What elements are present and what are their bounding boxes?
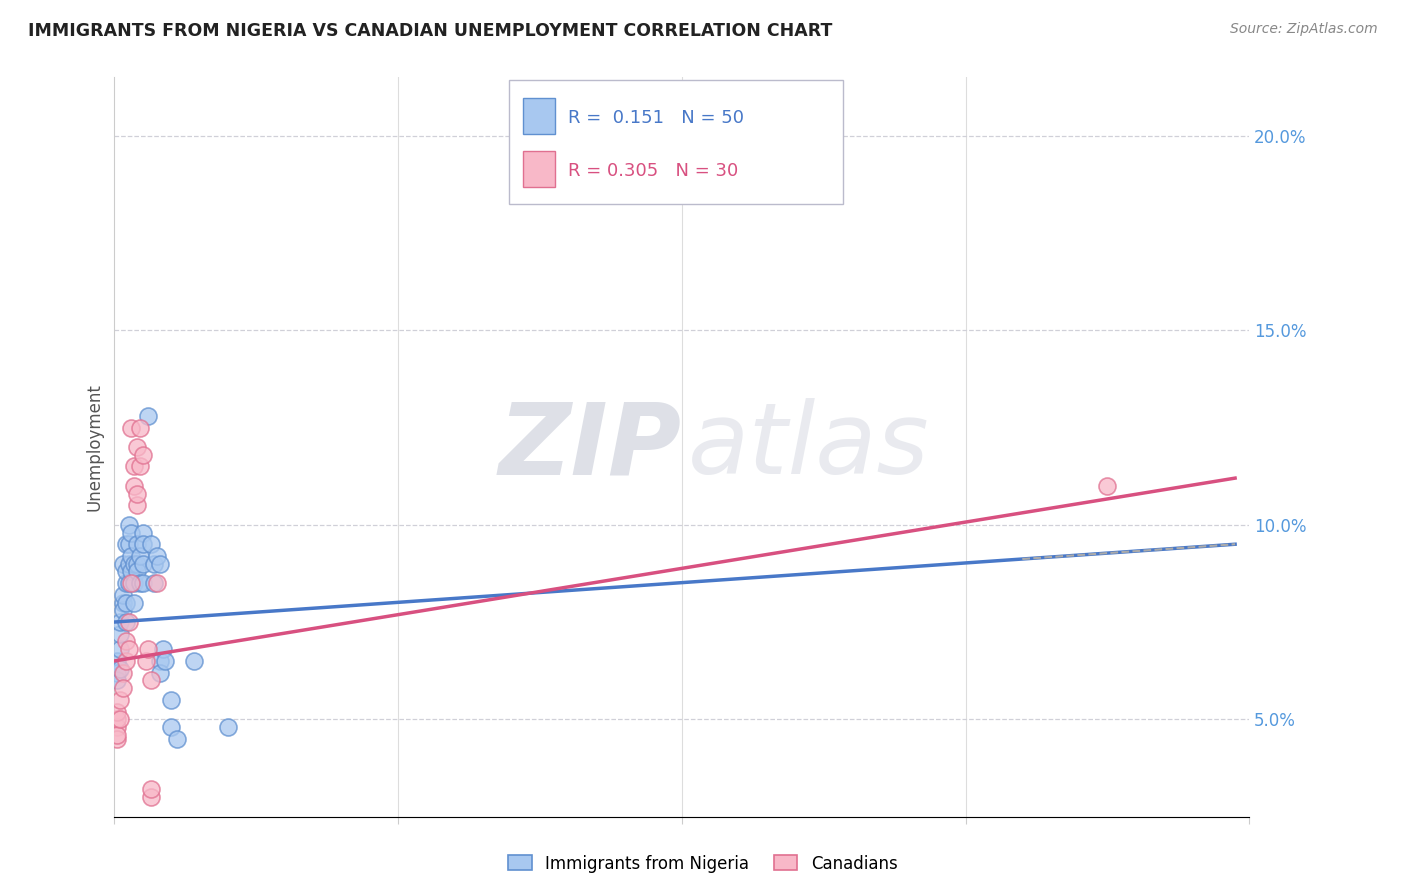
Point — [132, 537, 155, 551]
Point — [120, 565, 142, 579]
Point — [117, 576, 139, 591]
Point — [117, 557, 139, 571]
Point — [141, 782, 163, 797]
Point — [120, 420, 142, 434]
Point — [132, 557, 155, 571]
Point — [149, 654, 172, 668]
Point — [105, 720, 128, 734]
Point — [146, 576, 169, 591]
Point — [111, 681, 134, 695]
Point — [105, 712, 128, 726]
Y-axis label: Unemployment: Unemployment — [86, 383, 103, 511]
Point — [111, 588, 134, 602]
Point — [105, 665, 128, 680]
Point — [114, 634, 136, 648]
Point — [108, 642, 131, 657]
Point — [127, 499, 149, 513]
Point — [152, 642, 174, 657]
Point — [217, 720, 239, 734]
Point — [122, 479, 145, 493]
Point — [114, 565, 136, 579]
Point — [120, 525, 142, 540]
Point — [120, 549, 142, 563]
FancyBboxPatch shape — [523, 152, 555, 187]
Point — [122, 557, 145, 571]
Point — [108, 693, 131, 707]
Point — [129, 576, 152, 591]
Point — [160, 693, 183, 707]
Point — [117, 537, 139, 551]
Point — [146, 549, 169, 563]
Point — [138, 642, 160, 657]
Point — [117, 642, 139, 657]
Point — [143, 576, 166, 591]
Point — [129, 420, 152, 434]
Point — [129, 459, 152, 474]
Point — [105, 705, 128, 719]
Point — [160, 720, 183, 734]
Point — [120, 576, 142, 591]
Point — [127, 486, 149, 500]
Text: R = 0.305   N = 30: R = 0.305 N = 30 — [568, 162, 738, 180]
Point — [105, 654, 128, 668]
Point — [114, 537, 136, 551]
Point — [108, 626, 131, 640]
Point — [129, 549, 152, 563]
Text: R =  0.151   N = 50: R = 0.151 N = 50 — [568, 109, 744, 127]
Point — [1097, 479, 1119, 493]
Point — [122, 596, 145, 610]
Point — [138, 409, 160, 423]
Point — [117, 615, 139, 629]
Point — [111, 557, 134, 571]
Point — [122, 459, 145, 474]
Point — [183, 654, 205, 668]
Point — [149, 665, 172, 680]
Point — [141, 673, 163, 688]
Point — [135, 654, 157, 668]
Text: ZIP: ZIP — [499, 399, 682, 495]
Point — [127, 537, 149, 551]
Point — [114, 654, 136, 668]
FancyBboxPatch shape — [523, 98, 555, 134]
Point — [132, 525, 155, 540]
Point — [111, 596, 134, 610]
Point — [108, 615, 131, 629]
Point — [143, 557, 166, 571]
Text: Source: ZipAtlas.com: Source: ZipAtlas.com — [1230, 22, 1378, 37]
Point — [149, 557, 172, 571]
FancyBboxPatch shape — [509, 79, 844, 204]
Point — [117, 517, 139, 532]
Point — [108, 712, 131, 726]
Text: atlas: atlas — [688, 399, 929, 495]
Point — [132, 576, 155, 591]
Point — [114, 596, 136, 610]
Point — [105, 673, 128, 688]
Point — [114, 615, 136, 629]
Point — [111, 603, 134, 617]
Point — [105, 731, 128, 746]
Point — [111, 665, 134, 680]
Point — [127, 440, 149, 454]
Point — [122, 576, 145, 591]
Point — [141, 537, 163, 551]
Point — [127, 557, 149, 571]
Text: IMMIGRANTS FROM NIGERIA VS CANADIAN UNEMPLOYMENT CORRELATION CHART: IMMIGRANTS FROM NIGERIA VS CANADIAN UNEM… — [28, 22, 832, 40]
Point — [141, 790, 163, 805]
Point — [166, 731, 188, 746]
Point — [108, 662, 131, 676]
Point — [132, 448, 155, 462]
Point — [127, 565, 149, 579]
Point — [105, 728, 128, 742]
Point — [114, 576, 136, 591]
Legend: Immigrants from Nigeria, Canadians: Immigrants from Nigeria, Canadians — [502, 848, 904, 880]
Point — [155, 654, 177, 668]
